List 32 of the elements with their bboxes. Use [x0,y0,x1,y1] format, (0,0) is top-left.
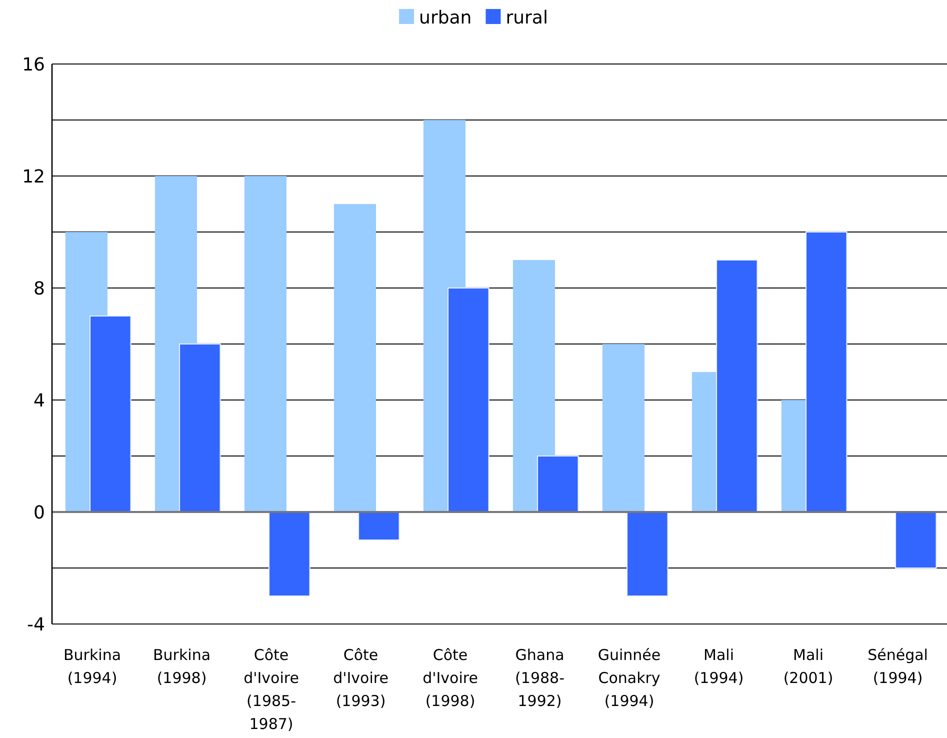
x-tick-label: Sénégal (1994) [868,646,928,687]
legend-label: urban [419,7,472,28]
y-tick-label: 0 [34,502,45,524]
x-tick-label: Ghana (1988-1992) [515,646,564,710]
bar [716,260,758,512]
bar [895,512,937,568]
y-tick-label: 16 [22,54,45,76]
legend-label: rural [506,7,548,28]
bar [806,232,848,512]
bar [602,344,644,512]
x-tick-label: Mali (1994) [694,646,744,687]
y-tick-label: 12 [22,166,45,188]
bar [448,288,490,512]
x-tick-label: Côte d'Ivoire (1993) [333,646,388,710]
y-tick-label: -4 [27,614,45,636]
bar [244,176,286,512]
bar [179,344,221,512]
x-tick-label: Burkina (1994) [64,646,122,687]
bar [90,316,132,512]
bar [512,260,555,512]
y-tick-label: 8 [34,278,45,300]
y-tick-label: 4 [34,390,45,412]
x-tick-label: Mali (2001) [783,646,834,687]
x-tick-label: Côte d'Ivoire (1985-1987) [244,646,299,733]
x-tick-label: Guinnée Conakry (1994) [598,646,661,710]
bar [358,512,400,540]
x-tick-label: Burkina (1998) [153,646,211,687]
bar [334,204,376,512]
x-tick-label: Côte d'Ivoire (1998) [422,646,478,710]
bar [268,512,310,596]
bar [537,456,579,512]
bar [626,512,668,596]
